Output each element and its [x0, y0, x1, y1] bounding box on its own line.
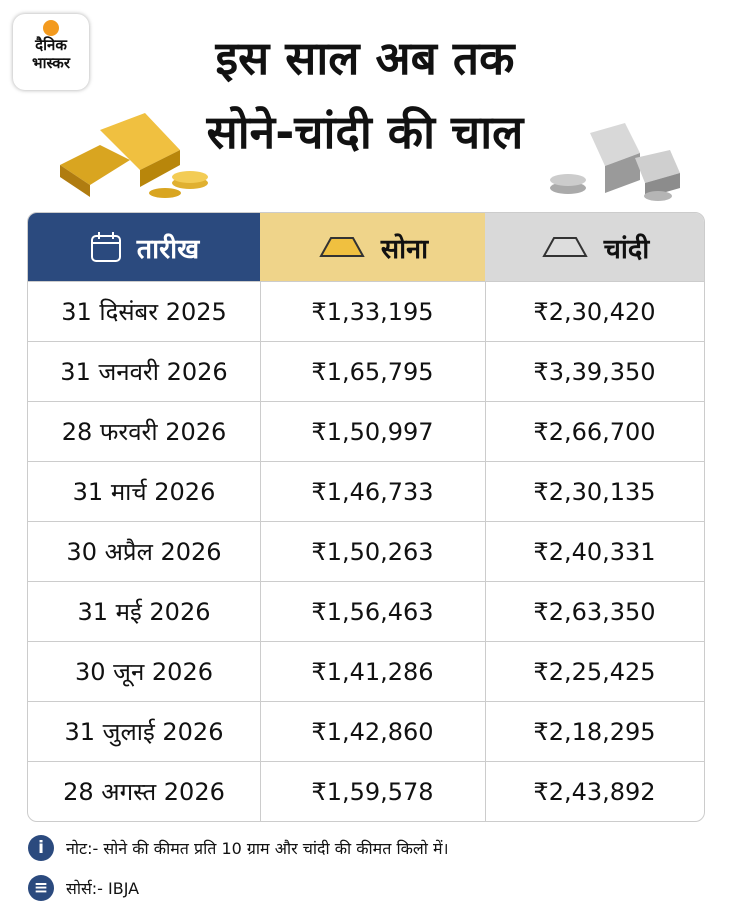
header-text: चांदी — [603, 233, 650, 265]
title: इस साल अब तक — [215, 31, 515, 85]
table-cell-text: 30 अप्रैल 2026 — [66, 538, 222, 566]
table-cell-text: ₹1,46,733 — [311, 477, 434, 506]
table-cell-text: ₹3,39,350 — [533, 357, 656, 386]
calendar-icon — [90, 232, 121, 262]
table-cell-text: ₹2,25,425 — [533, 657, 656, 686]
table-cell: 31 जनवरी 2026 — [28, 341, 260, 401]
gold-bars-image — [60, 113, 208, 198]
table-cell: 31 मई 2026 — [28, 581, 260, 641]
table-cell: 30 अप्रैल 2026 — [28, 521, 260, 581]
table-cell-text: 28 फरवरी 2026 — [61, 418, 227, 446]
table-cell: ₹2,43,892 — [485, 761, 704, 821]
header-text: तारीख — [136, 233, 200, 265]
table-cell: ₹2,25,425 — [485, 641, 704, 701]
table-cell: 30 जून 2026 — [28, 641, 260, 701]
table-cell-text: ₹2,63,350 — [533, 597, 656, 626]
table-cell: ₹2,66,700 — [485, 401, 704, 461]
table-cell: ₹2,30,420 — [485, 281, 704, 341]
info-icon: i — [28, 835, 54, 861]
header-cell: सोना — [260, 213, 485, 281]
table-cell: ₹1,56,463 — [260, 581, 485, 641]
note: नोट:- सोने की कीमत प्रति 10 ग्राम और चां… — [66, 839, 449, 858]
table-cell: ₹1,50,997 — [260, 401, 485, 461]
table-cell-text: ₹1,56,463 — [311, 597, 434, 626]
table-cell-text: ₹1,33,195 — [311, 297, 434, 326]
table-cell: 28 फरवरी 2026 — [28, 401, 260, 461]
table-cell-text: ₹2,66,700 — [533, 417, 656, 446]
note-row: i नोट:- सोने की कीमत प्रति 10 ग्राम और च… — [28, 835, 449, 861]
table-cell-text: ₹1,59,578 — [311, 777, 434, 806]
table-cell-text: 30 जून 2026 — [74, 658, 213, 686]
table-cell-text: ₹2,18,295 — [533, 717, 656, 746]
table-cell: ₹1,59,578 — [260, 761, 485, 821]
table-cell-text: 31 दिसंबर 2025 — [61, 298, 227, 326]
table-cell-text: ₹1,41,286 — [311, 657, 434, 686]
table-cell-text: ₹1,50,263 — [311, 537, 434, 566]
table-cell-text: ₹2,30,135 — [533, 477, 656, 506]
table-cell-text: ₹2,43,892 — [533, 777, 656, 806]
table-cell: ₹1,41,286 — [260, 641, 485, 701]
silver-bars-image — [550, 123, 680, 201]
logo-text: भास्कर — [32, 54, 70, 72]
table-cell: 31 मार्च 2026 — [28, 461, 260, 521]
table-cell: 28 अगस्त 2026 — [28, 761, 260, 821]
gold-bar-icon — [319, 237, 365, 257]
table-cell: ₹2,30,135 — [485, 461, 704, 521]
table-cell: ₹2,63,350 — [485, 581, 704, 641]
title: सोने-चांदी की चाल — [206, 105, 524, 159]
table-cell-text: ₹1,65,795 — [311, 357, 434, 386]
source: सोर्स:- IBJA — [66, 879, 140, 898]
table-cell: 31 जुलाई 2026 — [28, 701, 260, 761]
doc-icon: ≡ — [28, 875, 54, 901]
table-cell-text: ₹1,42,860 — [311, 717, 434, 746]
column-divider — [485, 281, 486, 821]
table-cell: ₹1,42,860 — [260, 701, 485, 761]
table-cell-text: 31 मई 2026 — [77, 598, 211, 626]
logo: दैनिक भास्कर — [13, 14, 89, 90]
header-cell: चांदी — [485, 213, 704, 281]
table-cell: ₹1,50,263 — [260, 521, 485, 581]
silver-bar-icon — [542, 237, 588, 257]
table-cell-text: ₹2,40,331 — [533, 537, 656, 566]
table-cell: ₹2,40,331 — [485, 521, 704, 581]
table-cell: ₹3,39,350 — [485, 341, 704, 401]
column-divider — [260, 281, 261, 821]
table-cell-text: 31 जनवरी 2026 — [60, 358, 228, 386]
table-cell: ₹1,65,795 — [260, 341, 485, 401]
table-cell: ₹1,33,195 — [260, 281, 485, 341]
table-cell: ₹2,18,295 — [485, 701, 704, 761]
table-cell: ₹1,46,733 — [260, 461, 485, 521]
price-table: तारीख सोना चांदी 31 दिसंबर 2025 ₹1,33,195 ₹2,… — [27, 212, 705, 822]
header-text: सोना — [380, 233, 429, 265]
table-cell-text: ₹2,30,420 — [533, 297, 656, 326]
table-cell-text: 31 मार्च 2026 — [72, 478, 216, 506]
table-cell: 31 दिसंबर 2025 — [28, 281, 260, 341]
table-cell-text: 31 जुलाई 2026 — [64, 718, 224, 746]
table-cell-text: ₹1,50,997 — [311, 417, 434, 446]
logo-dot — [43, 20, 59, 36]
source-row: ≡ सोर्स:- IBJA — [28, 875, 139, 901]
header-cell: तारीख — [28, 213, 260, 281]
table-cell-text: 28 अगस्त 2026 — [63, 778, 225, 806]
logo-text: दैनिक — [35, 36, 67, 54]
